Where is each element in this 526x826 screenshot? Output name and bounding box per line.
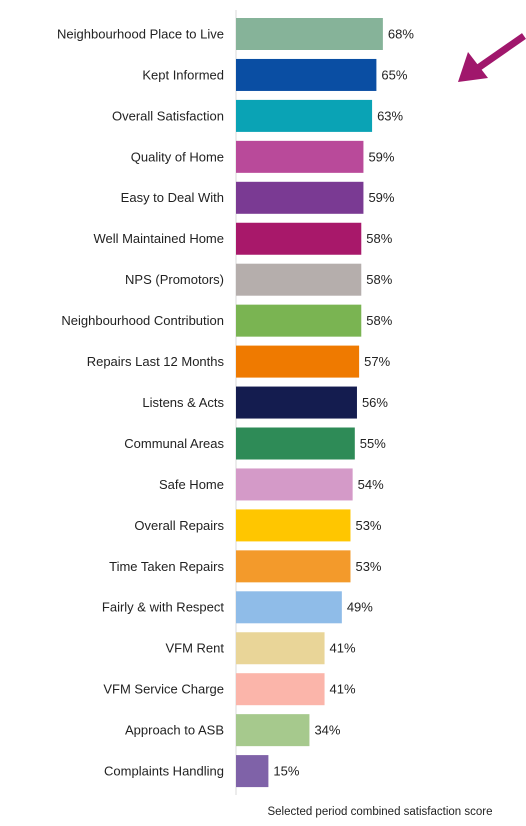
category-label: Approach to ASB [125,723,224,738]
bar [236,18,383,50]
x-axis-title: Selected period combined satisfaction sc… [267,806,492,818]
value-label: 41% [330,641,356,656]
value-label: 65% [381,67,407,82]
value-label: 57% [364,354,390,369]
category-label: VFM Service Charge [103,682,224,697]
category-label: Well Maintained Home [93,231,224,246]
category-label: Easy to Deal With [121,190,224,205]
value-label: 55% [360,436,386,451]
category-label: Overall Satisfaction [112,108,224,123]
bar [236,468,353,501]
bar [236,58,377,91]
bar [236,755,269,788]
bar [236,632,325,665]
category-label: Complaints Handling [104,764,224,779]
value-label: 53% [355,559,381,574]
bar [236,263,362,296]
category-label: Safe Home [159,477,224,492]
category-label: Listens & Acts [142,395,224,410]
bar [236,181,364,214]
bar [236,673,325,706]
category-label: Neighbourhood Place to Live [57,26,224,41]
category-label: Fairly & with Respect [102,600,224,615]
value-label: 63% [377,108,403,123]
bar [236,427,355,460]
category-label: Time Taken Repairs [109,559,224,574]
value-label: 59% [368,190,394,205]
value-label: 59% [368,149,394,164]
value-label: 49% [347,600,373,615]
category-label: Kept Informed [142,67,224,82]
category-label: Overall Repairs [134,518,224,533]
value-label: 58% [366,231,392,246]
category-label: Communal Areas [124,436,224,451]
bar [236,222,362,255]
value-label: 58% [366,313,392,328]
value-label: 34% [314,723,340,738]
bar [236,386,357,419]
bar [236,304,362,337]
value-label: 56% [362,395,388,410]
bar [236,550,351,583]
bar [236,509,351,542]
annotation-arrow [458,33,526,82]
value-label: 58% [366,272,392,287]
category-label: Quality of Home [131,149,224,164]
value-label: 15% [273,764,299,779]
value-label: 54% [358,477,384,492]
bar [236,591,342,624]
value-label: 53% [355,518,381,533]
category-label: Repairs Last 12 Months [87,354,225,369]
bar [236,345,360,378]
category-label: VFM Rent [165,641,224,656]
arrow-shaft [476,33,526,71]
value-label: 41% [330,682,356,697]
value-label: 68% [388,26,414,41]
category-label: NPS (Promotors) [125,272,224,287]
bar [236,140,364,173]
category-label: Neighbourhood Contribution [61,313,224,328]
bar [236,99,373,132]
arrow-head [458,52,488,82]
bar [236,714,310,747]
